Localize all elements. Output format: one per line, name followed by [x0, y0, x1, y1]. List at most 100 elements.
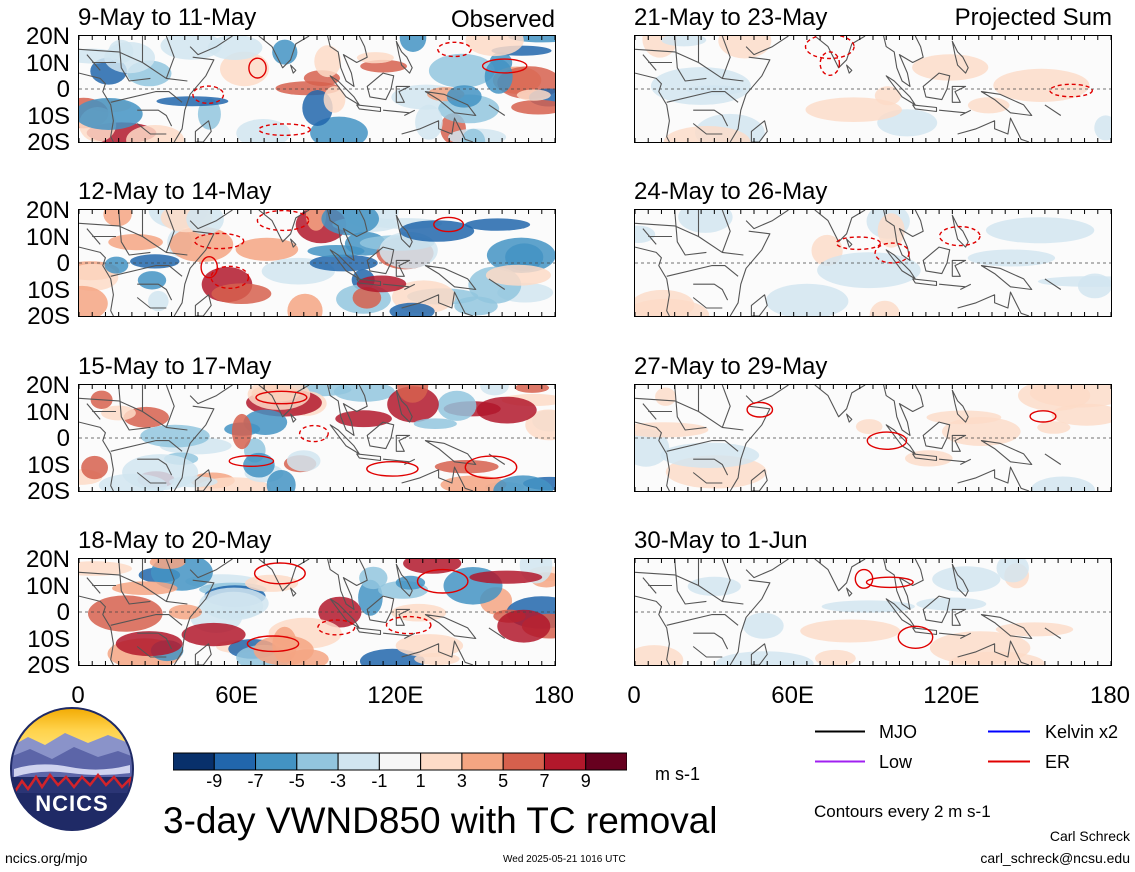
anomaly-shading	[130, 254, 180, 269]
er-contour	[193, 232, 245, 250]
longitude-label: 180	[1089, 682, 1131, 709]
latitude-label: 0	[56, 76, 70, 103]
anomaly-shading	[765, 283, 849, 316]
latitude-label: 10N	[25, 49, 70, 77]
latitude-label: 20S	[27, 303, 70, 330]
anomaly-shading	[235, 237, 299, 261]
map-panel	[78, 209, 556, 317]
latitude-label: 0	[56, 425, 70, 452]
anomaly-shading	[912, 54, 989, 81]
coastline	[635, 385, 1062, 491]
anomaly-shading	[247, 385, 311, 410]
anomaly-shading	[323, 86, 346, 113]
panel-title: 24-May to 26-May	[634, 178, 828, 205]
latitude-label: 0	[56, 599, 70, 626]
anomaly-shading	[855, 419, 883, 435]
anomaly-shading	[305, 210, 327, 231]
colorbar-tick-label: -1	[371, 771, 388, 791]
anomaly-shading	[678, 210, 733, 233]
panel-title: 12-May to 14-May	[78, 178, 272, 205]
colorbar-swatch	[213, 752, 257, 771]
anomaly-shading	[454, 296, 498, 316]
footer-author: Carl Schreck	[1049, 828, 1130, 844]
latitude-label: 20S	[27, 129, 70, 156]
er-contour	[258, 123, 311, 137]
anomaly-shading	[996, 559, 1029, 583]
panel-title: 9-May to 11-May	[78, 4, 257, 31]
anomaly-shading	[926, 410, 1002, 425]
er-contour	[938, 225, 981, 247]
anomaly-shading	[399, 220, 475, 242]
anomaly-shading	[446, 85, 482, 108]
anomaly-shading	[437, 390, 477, 421]
coastline	[79, 385, 506, 491]
latitude-label: 10N	[25, 398, 70, 426]
longitude-label: 180	[533, 682, 575, 709]
anomaly-shading	[379, 231, 438, 269]
er-contour	[437, 41, 472, 58]
anomaly-shading	[1030, 476, 1095, 491]
anomaly-shading	[356, 275, 407, 293]
colorbar	[172, 752, 628, 777]
colorbar-tick-label: 1	[415, 771, 426, 791]
map-panel	[634, 384, 1112, 492]
anomaly-shading	[985, 217, 1095, 244]
anomaly-shading	[869, 300, 901, 316]
er-contour	[210, 265, 250, 290]
panel-title: 27-May to 29-May	[634, 353, 828, 380]
legend-item-kelvin: Kelvin x2	[988, 722, 1135, 742]
anomaly-shading	[101, 405, 136, 421]
anomaly-shading	[493, 475, 553, 491]
panel-title: 21-May to 23-May	[634, 4, 828, 31]
anomaly-shading	[805, 97, 902, 122]
legend-label-low: Low	[879, 752, 913, 772]
anomaly-shading	[661, 36, 707, 47]
legend-label-er: ER	[1045, 752, 1071, 772]
legend-label-mjo: MJO	[879, 722, 917, 742]
anomaly-shading	[967, 97, 1010, 114]
anomaly-shading	[650, 67, 751, 105]
er-contour	[317, 619, 356, 636]
anomaly-shading	[181, 622, 246, 647]
latitude-label: 20N	[25, 197, 70, 224]
anomaly-shading	[635, 645, 684, 665]
colorbar-units: m s-1	[655, 764, 700, 784]
colorbar-swatch	[420, 752, 463, 771]
anomaly-shading	[356, 52, 394, 64]
anomaly-shading	[148, 290, 169, 312]
er-contour	[298, 424, 329, 443]
latitude-label: 20N	[25, 23, 70, 50]
longitude-label: 120E	[923, 682, 980, 709]
anomaly-shading	[79, 98, 143, 130]
anomaly-shading	[168, 604, 202, 620]
anomaly-shading	[465, 36, 524, 57]
colorbar-tick-label: -3	[330, 771, 347, 791]
longitude-label: 0	[627, 682, 641, 709]
er-contour	[416, 568, 469, 594]
anomaly-shading	[104, 256, 129, 274]
map-panel	[78, 558, 556, 666]
anomaly-shading	[515, 385, 550, 393]
longitude-label: 120E	[367, 682, 424, 709]
legend-item-mjo: MJO	[815, 722, 955, 742]
anomaly-shading	[660, 442, 760, 468]
anomaly-shading	[516, 89, 551, 101]
er-contour	[255, 390, 308, 405]
anomaly-shading	[967, 249, 1056, 267]
map-panel	[78, 384, 556, 492]
anomaly-shading	[476, 396, 537, 424]
map-panel	[634, 558, 1112, 666]
anomaly-shading	[395, 634, 464, 658]
er-contour	[874, 242, 910, 264]
anomaly-shading	[307, 245, 365, 258]
anomaly-shading	[1094, 115, 1111, 141]
anomaly-shading	[635, 422, 709, 438]
legend-item-er: ER	[988, 752, 1135, 772]
colorbar-tick-label: -7	[247, 771, 264, 791]
anomaly-shading	[525, 409, 555, 441]
latitude-label: 10S	[27, 102, 70, 130]
anomaly-shading	[486, 237, 555, 273]
colorbar-swatch	[543, 752, 587, 771]
map-panel	[78, 35, 556, 143]
er-contour	[248, 57, 267, 79]
